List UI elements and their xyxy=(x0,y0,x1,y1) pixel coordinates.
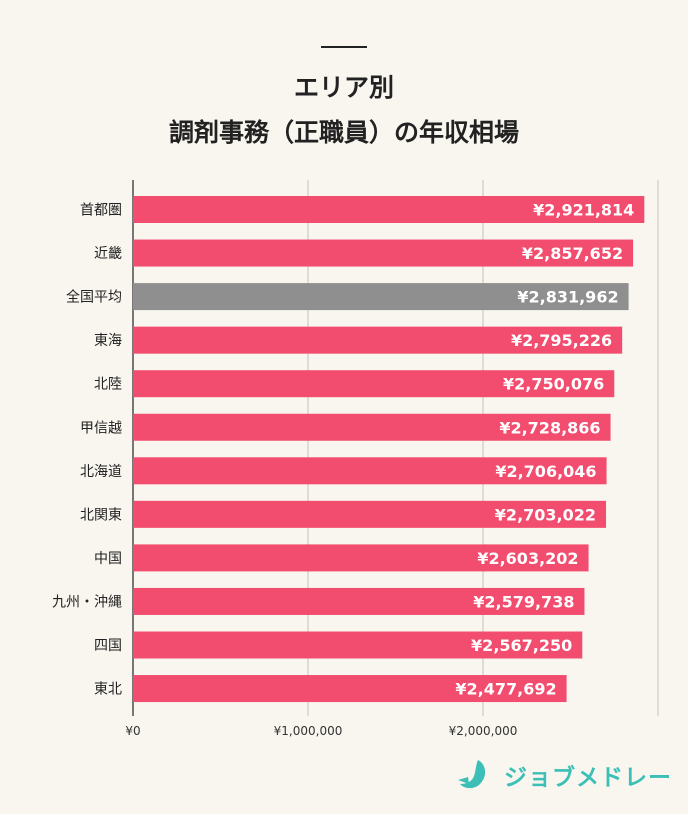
bar xyxy=(133,239,634,267)
bar xyxy=(133,196,645,223)
data-label: ¥2,728,866 xyxy=(499,418,600,437)
category-label: 北関東 xyxy=(80,507,122,523)
brand-name: ジョブメドレー xyxy=(504,765,672,791)
bar xyxy=(133,500,607,528)
data-label: ¥2,831,962 xyxy=(517,288,618,307)
brand-logo-icon xyxy=(458,760,486,789)
category-label: 東海 xyxy=(94,333,122,349)
category-label: 北海道 xyxy=(80,464,122,480)
category-label: 北陸 xyxy=(94,377,122,393)
category-label: 甲信越 xyxy=(80,420,122,436)
bar xyxy=(133,370,615,398)
bar xyxy=(133,587,585,615)
data-label: ¥2,706,046 xyxy=(495,462,596,481)
bar xyxy=(133,413,611,441)
bar xyxy=(133,457,607,485)
data-label: ¥2,603,202 xyxy=(477,549,578,568)
bar xyxy=(133,544,589,572)
data-label: ¥2,750,076 xyxy=(503,375,604,394)
chart-title-line1: エリア別 xyxy=(293,73,394,102)
x-tick-label: ¥0 xyxy=(125,724,140,738)
x-tick-label: ¥2,000,000 xyxy=(449,724,518,738)
title-rule xyxy=(321,46,367,48)
data-label: ¥2,703,022 xyxy=(495,505,596,524)
category-label: 四国 xyxy=(94,638,122,654)
data-label: ¥2,477,692 xyxy=(455,680,556,699)
category-label: 東北 xyxy=(94,682,122,698)
bar xyxy=(133,675,567,703)
category-label: 全国平均 xyxy=(66,289,122,306)
x-tick-label: ¥1,000,000 xyxy=(274,724,343,738)
chart-title-line2: 調剤事務（正職員）の年収相場 xyxy=(168,118,519,147)
data-label: ¥2,921,814 xyxy=(533,201,634,220)
data-label: ¥2,857,652 xyxy=(522,244,623,263)
category-label: 近畿 xyxy=(94,246,122,262)
data-label: ¥2,579,738 xyxy=(473,592,574,611)
bar xyxy=(133,631,583,659)
category-label: 首都圏 xyxy=(80,203,122,219)
brand-logo: ジョブメドレー xyxy=(456,758,672,792)
bar xyxy=(133,326,623,354)
data-label: ¥2,795,226 xyxy=(511,331,612,350)
category-label: 九州・沖縄 xyxy=(52,594,122,610)
data-label: ¥2,567,250 xyxy=(471,636,572,655)
bar xyxy=(133,283,629,311)
category-label: 中国 xyxy=(94,551,122,567)
